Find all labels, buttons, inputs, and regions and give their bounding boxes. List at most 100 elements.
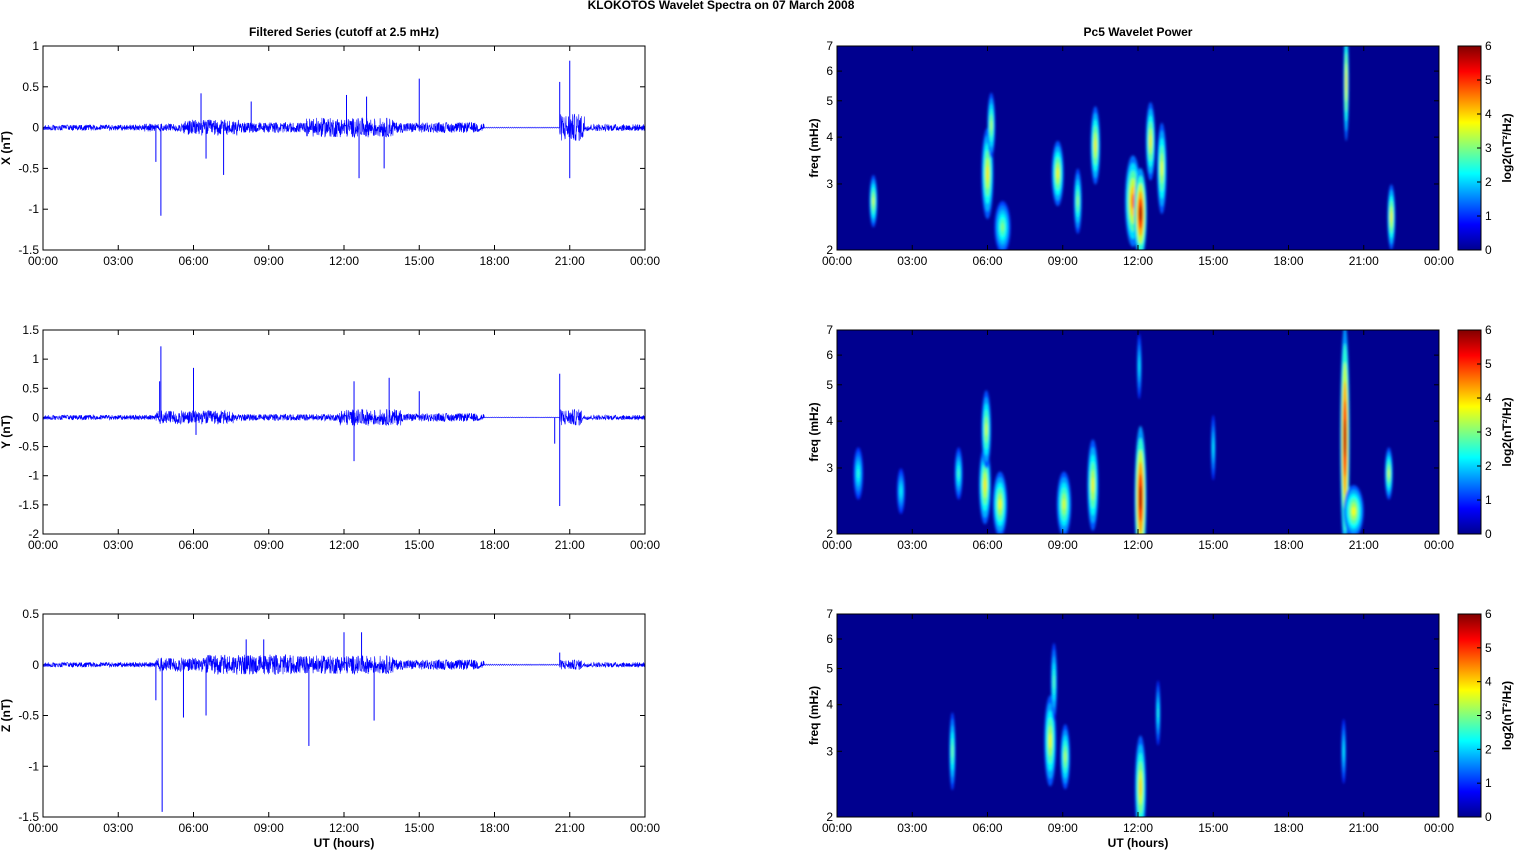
x-series-xtick-label: 09:00: [254, 254, 284, 268]
z-spectrum-power-blob: [1155, 680, 1161, 746]
z-spectrum-colorbar-tick-label: 1: [1485, 776, 1492, 790]
z-spectrum-xtick-label: 06:00: [972, 821, 1002, 835]
z-spectrum-colorbar-tick-label: 2: [1485, 742, 1492, 756]
y-spectrum-xtick-label: 15:00: [1198, 538, 1228, 552]
y-series-trace: [43, 408, 645, 427]
y-spectrum-colorbar-label: log2(nT²/Hz): [1500, 397, 1514, 466]
y-spectrum-power-blob: [1056, 471, 1072, 534]
y-series-xtick-label: 03:00: [103, 538, 133, 552]
z-spectrum-ytick-label: 5: [826, 662, 833, 676]
x-spectrum-xtick-label: 00:00: [822, 254, 852, 268]
y-spectrum-ytick-label: 6: [826, 348, 833, 362]
x-series-xtick-label: 00:00: [630, 254, 660, 268]
y-spectrum-xtick-label: 09:00: [1048, 538, 1078, 552]
y-series-xtick-label: 06:00: [178, 538, 208, 552]
figure-suptitle: KLOKOTOS Wavelet Spectra on 07 March 200…: [588, 0, 855, 12]
z-series-xtick-label: 15:00: [404, 821, 434, 835]
y-spectrum-ytick-label: 5: [826, 378, 833, 392]
z-spectrum-colorbar-tick-label: 0: [1485, 810, 1492, 824]
x-spectrum-xtick-label: 21:00: [1349, 254, 1379, 268]
y-series-xtick-label: 09:00: [254, 538, 284, 552]
z-spectrum-power-blob: [949, 712, 956, 791]
y-series-xtick-label: 12:00: [329, 538, 359, 552]
x-spectrum-ytick-label: 7: [826, 39, 833, 53]
x-spectrum-xtick-label: 03:00: [897, 254, 927, 268]
y-series-ytick-label: 1.5: [22, 323, 39, 337]
y-series-ylabel: Y (nT): [0, 415, 13, 449]
z-spectrum-xtick-label: 00:00: [822, 821, 852, 835]
z-spectrum-power-blob: [1050, 643, 1058, 722]
y-spectrum-ytick-label: 4: [826, 414, 833, 428]
x-series-ytick-label: -1: [28, 202, 39, 216]
z-series-xtick-label: 06:00: [178, 821, 208, 835]
x-spectrum-colorbar-tick-label: 0: [1485, 243, 1492, 257]
x-spectrum-power-blob: [1051, 140, 1064, 207]
z-spectrum-ytick-label: 2: [826, 810, 833, 824]
x-series-xtick-label: 12:00: [329, 254, 359, 268]
y-spectrum-power-blob: [992, 471, 1008, 534]
x-spectrum-power-blob: [987, 92, 996, 158]
x-series-ytick-label: 1: [32, 39, 39, 53]
y-spectrum-xtick-label: 21:00: [1349, 538, 1379, 552]
x-spectrum-xtick-label: 18:00: [1273, 254, 1303, 268]
y-spectrum-power-blob: [896, 468, 905, 515]
x-spectrum-power-blob: [869, 175, 878, 228]
x-spectrum-colorbar-tick-label: 3: [1485, 141, 1492, 155]
x-series-ytick-label: -1.5: [18, 243, 39, 257]
z-series-ytick-label: 0.5: [22, 607, 39, 621]
y-spectrum-power-blob: [1384, 447, 1393, 500]
x-spectrum-power-blob: [1157, 122, 1167, 215]
y-series-xtick-label: 00:00: [630, 538, 660, 552]
y-spectrum-power-blob: [1134, 425, 1147, 534]
z-series-panel: 0.50-0.5-1-1.500:00 03:00 06:00 09:00 12:00 1…: [0, 607, 660, 850]
y-series-xtick-label: 00:00: [28, 538, 58, 552]
y-spectrum-ytick-label: 2: [826, 527, 833, 541]
z-series-xtick-label: 03:00: [103, 821, 133, 835]
y-spectrum-xtick-label: 00:00: [822, 538, 852, 552]
x-series-axes-frame: [42, 45, 646, 251]
x-series-ylabel: X (nT): [0, 131, 13, 165]
y-spectrum-power-blob: [978, 445, 992, 525]
y-spectrum-ylabel: freq (mHz): [807, 402, 821, 461]
x-spectrum-colorbar-tick-label: 4: [1485, 107, 1492, 121]
z-series-xlabel: UT (hours): [314, 836, 375, 850]
x-spectrum-ytick-label: 2: [826, 243, 833, 257]
y-spectrum-xtick-label: 12:00: [1123, 538, 1153, 552]
z-spectrum-xtick-label: 03:00: [897, 821, 927, 835]
y-spectrum-ytick-label: 3: [826, 461, 833, 475]
z-spectrum-colorbar-tick-label: 6: [1485, 607, 1492, 621]
x-spectrum-title: Pc5 Wavelet Power: [1084, 25, 1193, 39]
y-series-ytick-label: -1: [28, 469, 39, 483]
x-series-xtick-label: 15:00: [404, 254, 434, 268]
z-spectrum-xtick-label: 15:00: [1198, 821, 1228, 835]
y-series-panel: 1.510.50-0.5-1-1.5-200:00 03:00 06:00 09:00…: [0, 323, 660, 552]
z-series-xtick-label: 09:00: [254, 821, 284, 835]
x-spectrum-power-blob: [1145, 102, 1156, 181]
x-spectrum-xtick-label: 09:00: [1048, 254, 1078, 268]
y-series-xtick-label: 21:00: [555, 538, 585, 552]
x-series-ytick-label: 0: [32, 121, 39, 135]
z-series-ytick-label: 0: [32, 658, 39, 672]
y-series-ytick-label: 0.5: [22, 381, 39, 395]
y-spectrum-xtick-label: 18:00: [1273, 538, 1303, 552]
z-spectrum-power-blob: [1060, 724, 1071, 790]
x-series-xtick-label: 18:00: [479, 254, 509, 268]
y-spectrum-colorbar-tick-label: 1: [1485, 493, 1492, 507]
z-spectrum-xtick-label: 12:00: [1123, 821, 1153, 835]
x-spectrum-power-blob: [1387, 184, 1396, 250]
y-spectrum-colorbar-tick-label: 3: [1485, 425, 1492, 439]
x-spectrum-colorbar-tick-label: 1: [1485, 209, 1492, 223]
z-spectrum-colorbar-label: log2(nT²/Hz): [1500, 681, 1514, 750]
x-series-panel: 10.50-0.5-1-1.500:00 03:00 06:00 09:00 12:00…: [0, 25, 660, 268]
y-spectrum-colorbar-tick-label: 4: [1485, 391, 1492, 405]
y-spectrum-colorbar-tick-label: 5: [1485, 357, 1492, 371]
x-spectrum-ytick-label: 6: [826, 64, 833, 78]
z-spectrum-xtick-label: 09:00: [1048, 821, 1078, 835]
y-spectrum-power-blob: [1340, 330, 1350, 534]
y-spectrum-power-blob: [954, 447, 963, 500]
x-spectrum-ylabel: freq (mHz): [807, 118, 821, 177]
y-series-ytick-label: 0: [32, 410, 39, 424]
